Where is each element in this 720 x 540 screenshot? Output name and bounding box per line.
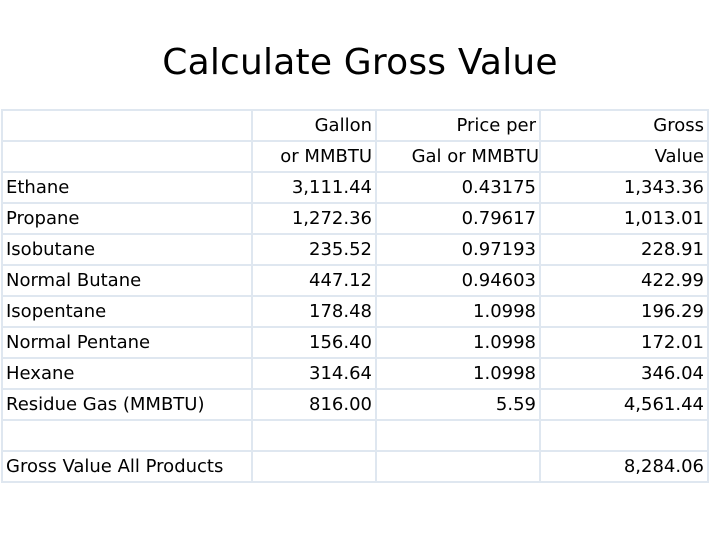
gallon-value: 314.64	[251, 357, 377, 390]
total-gross-value: 8,284.06	[539, 450, 709, 483]
table-cell	[375, 450, 541, 483]
table-row: Normal Pentane 156.40 1.0998 172.01	[1, 326, 709, 359]
gross-value: 228.91	[539, 233, 709, 266]
table-header-row: or MMBTU Gal or MMBTU Value	[1, 140, 709, 173]
gallon-value: 816.00	[251, 388, 377, 421]
column-header-gross: Value	[539, 140, 709, 173]
price-value: 0.94603	[375, 264, 541, 297]
price-value: 1.0998	[375, 295, 541, 328]
gross-value: 422.99	[539, 264, 709, 297]
slide-title: Calculate Gross Value	[162, 42, 558, 83]
table-cell	[375, 419, 541, 452]
table-cell	[539, 419, 709, 452]
price-value: 0.97193	[375, 233, 541, 266]
gallon-value: 235.52	[251, 233, 377, 266]
column-header-gallon: Gallon	[251, 109, 377, 142]
table-header-row: Gallon Price per Gross	[1, 109, 709, 142]
blank-row	[1, 419, 709, 452]
column-header-gallon: or MMBTU	[251, 140, 377, 173]
table-cell	[1, 419, 253, 452]
gallon-value: 447.12	[251, 264, 377, 297]
table-row: Normal Butane 447.12 0.94603 422.99	[1, 264, 709, 297]
gallon-value: 1,272.36	[251, 202, 377, 235]
table-cell	[1, 140, 253, 173]
table-row: Isobutane 235.52 0.97193 228.91	[1, 233, 709, 266]
product-name: Residue Gas (MMBTU)	[1, 388, 253, 421]
table-cell	[251, 419, 377, 452]
table-row: Hexane 314.64 1.0998 346.04	[1, 357, 709, 390]
table-row: Isopentane 178.48 1.0998 196.29	[1, 295, 709, 328]
product-name: Isobutane	[1, 233, 253, 266]
product-name: Ethane	[1, 171, 253, 204]
product-name: Normal Pentane	[1, 326, 253, 359]
column-header-price: Price per	[375, 109, 541, 142]
total-row: Gross Value All Products 8,284.06	[1, 450, 709, 483]
gallon-value: 156.40	[251, 326, 377, 359]
price-value: 1.0998	[375, 357, 541, 390]
gross-value: 346.04	[539, 357, 709, 390]
price-value: 0.43175	[375, 171, 541, 204]
product-name: Normal Butane	[1, 264, 253, 297]
gross-value: 4,561.44	[539, 388, 709, 421]
table-row: Ethane 3,111.44 0.43175 1,343.36	[1, 171, 709, 204]
table-row: Residue Gas (MMBTU) 816.00 5.59 4,561.44	[1, 388, 709, 421]
product-name: Propane	[1, 202, 253, 235]
column-header-price: Gal or MMBTU	[375, 140, 541, 173]
gross-value: 1,343.36	[539, 171, 709, 204]
gross-value: 1,013.01	[539, 202, 709, 235]
gross-value-table: Gallon Price per Gross or MMBTU Gal or M…	[1, 109, 709, 483]
price-value: 5.59	[375, 388, 541, 421]
gallon-value: 3,111.44	[251, 171, 377, 204]
gallon-value: 178.48	[251, 295, 377, 328]
table-cell	[1, 109, 253, 142]
table-cell	[251, 450, 377, 483]
gross-value: 172.01	[539, 326, 709, 359]
product-name: Isopentane	[1, 295, 253, 328]
total-label: Gross Value All Products	[1, 450, 253, 483]
price-value: 0.79617	[375, 202, 541, 235]
table-row: Propane 1,272.36 0.79617 1,013.01	[1, 202, 709, 235]
price-value: 1.0998	[375, 326, 541, 359]
column-header-gross: Gross	[539, 109, 709, 142]
gross-value: 196.29	[539, 295, 709, 328]
product-name: Hexane	[1, 357, 253, 390]
